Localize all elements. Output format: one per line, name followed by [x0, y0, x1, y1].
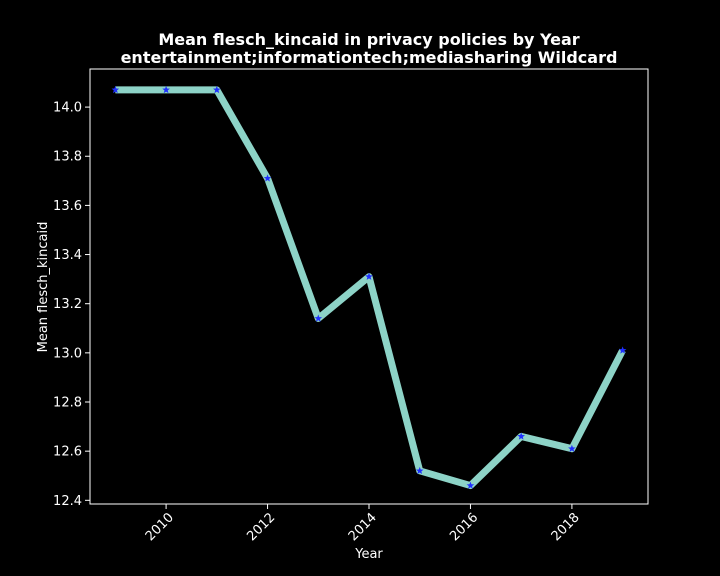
x-tick-label: 2010 — [143, 510, 177, 544]
x-tick-label: 2014 — [346, 510, 380, 544]
series-line-path — [115, 86, 626, 490]
y-tick-label: 13.6 — [53, 199, 82, 214]
y-tick-label: 13.2 — [53, 297, 82, 312]
y-tick-label: 14.0 — [53, 101, 82, 116]
data-point-marker — [568, 444, 576, 452]
y-tick-label: 12.8 — [53, 396, 82, 411]
x-tick-label: 2018 — [549, 510, 583, 544]
x-tick-label: 2012 — [244, 510, 278, 544]
data-point-marker — [162, 85, 170, 94]
chart-subtitle: entertainment;informationtech;mediashari… — [121, 48, 618, 67]
data-point-marker — [263, 174, 272, 182]
x-axis-label: Year — [354, 547, 383, 562]
data-point-marker — [466, 481, 475, 489]
data-point-marker — [415, 466, 424, 475]
y-tick-label: 13.8 — [53, 150, 82, 165]
y-axis: 12.4 12.6 12.8 13.0 13.2 13.4 13.6 13.8 14.0 — [53, 101, 90, 509]
data-point-marker — [618, 346, 627, 354]
y-tick-label: 12.4 — [53, 494, 82, 509]
data-point-marker — [517, 432, 525, 440]
series-line — [111, 85, 627, 490]
data-point-marker — [111, 85, 120, 94]
data-point-marker — [365, 272, 373, 280]
y-axis-label: Mean flesch_kincaid — [36, 222, 51, 353]
x-axis: 2010 2012 2014 2016 2018 — [143, 504, 583, 544]
x-tick-label: 2016 — [447, 510, 481, 544]
chart-title: Mean flesch_kincaid in privacy policies … — [158, 30, 579, 49]
data-point-marker — [314, 314, 323, 322]
y-tick-label: 12.6 — [53, 445, 82, 460]
y-tick-label: 13.0 — [53, 346, 82, 361]
data-point-marker — [213, 85, 221, 94]
y-tick-label: 13.4 — [53, 248, 82, 263]
